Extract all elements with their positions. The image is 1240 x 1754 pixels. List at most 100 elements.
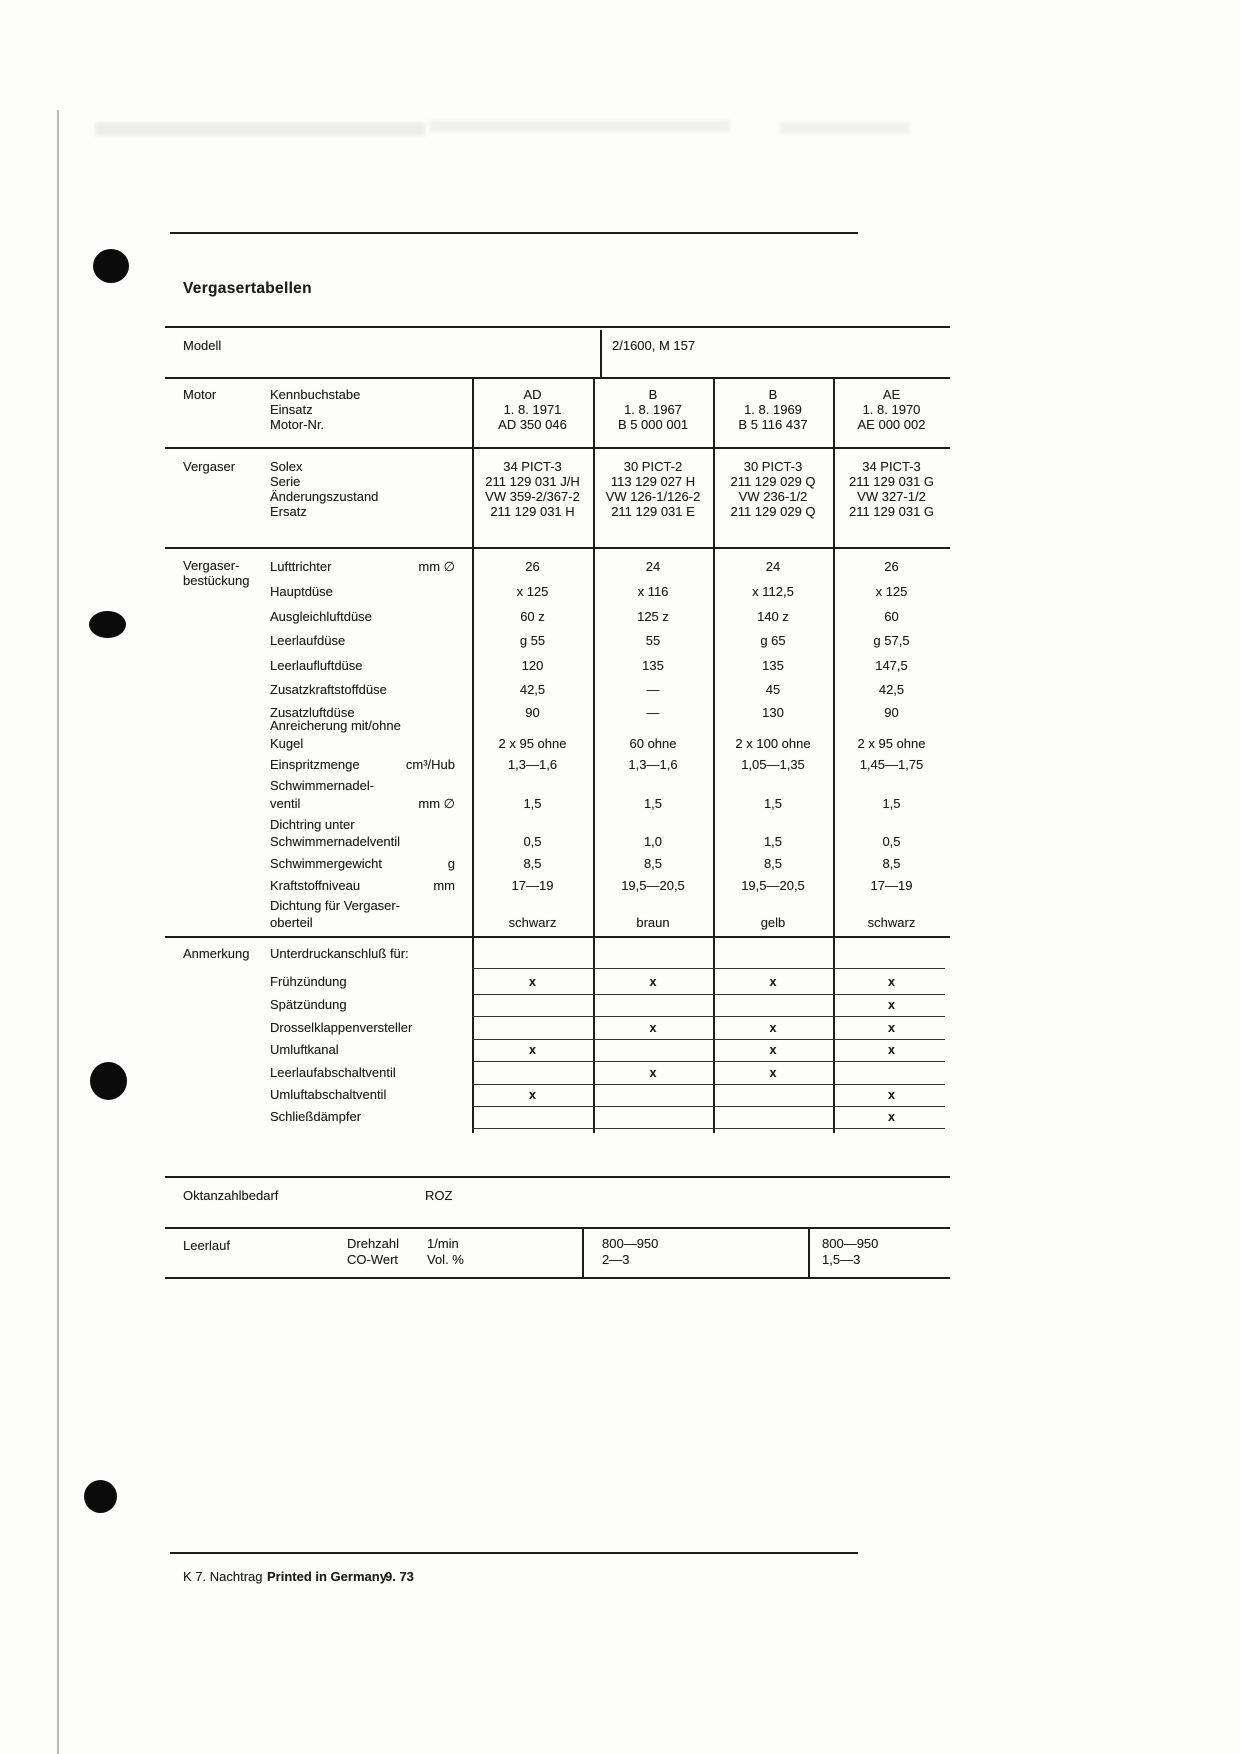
column-divider bbox=[713, 449, 715, 547]
column-divider bbox=[713, 938, 715, 1133]
cell-value: 0,5 bbox=[882, 834, 901, 849]
check-mark: x bbox=[529, 1088, 536, 1102]
cell-value: schwarz bbox=[508, 915, 557, 930]
cell-value: 19,5—20,5 bbox=[741, 878, 805, 893]
vergaser-row-label: Serie bbox=[270, 474, 301, 489]
column-divider bbox=[593, 549, 595, 936]
engine-date: 1. 8. 1971 bbox=[503, 402, 562, 417]
engine-number: B 5 116 437 bbox=[738, 417, 808, 432]
modell-label: Modell bbox=[183, 338, 222, 353]
motor-label: Motor bbox=[183, 387, 217, 402]
oktan-unit: ROZ bbox=[425, 1188, 453, 1203]
vergaser-cell: 30 PICT-3 211 129 029 Q VW 236-1/2 211 1… bbox=[713, 459, 833, 519]
column-divider bbox=[833, 379, 835, 447]
row-label: Zusatzkraftstoffdüse bbox=[270, 682, 387, 697]
cell-value: 45 bbox=[765, 682, 781, 697]
modell-top-rule bbox=[165, 326, 950, 328]
row-unit: mm bbox=[433, 878, 455, 893]
rpm-value: 800—950 bbox=[822, 1236, 879, 1251]
punch-hole bbox=[89, 611, 126, 638]
row-label: Dichtung für Vergaser- bbox=[270, 898, 401, 913]
modell-divider bbox=[600, 330, 602, 377]
carb-serie: 211 129 031 G bbox=[848, 474, 935, 489]
column-divider bbox=[472, 938, 474, 1133]
engine-number: AD 350 046 bbox=[498, 417, 567, 432]
leerlauf-divider bbox=[808, 1229, 810, 1277]
vergaser-row-label: Änderungszustand bbox=[270, 489, 379, 504]
carb-serie: 113 129 027 H bbox=[610, 474, 696, 489]
anmerkung-label: Anmerkung bbox=[183, 946, 250, 961]
row-unit: cm³/Hub bbox=[405, 757, 455, 772]
column-divider bbox=[472, 449, 474, 547]
carb-ersatz: 211 129 031 G bbox=[848, 504, 935, 519]
cell-value: 1,5 bbox=[763, 796, 783, 811]
carb-aenderung: VW 359-2/367-2 bbox=[485, 489, 580, 504]
cell-value: 19,5—20,5 bbox=[621, 878, 685, 893]
cell-value: g 55 bbox=[519, 633, 546, 648]
column-divider bbox=[593, 938, 595, 1133]
motor-cell: B 1. 8. 1969 B 5 116 437 bbox=[713, 387, 833, 432]
row-separator bbox=[472, 994, 945, 995]
row-label: Umluftkanal bbox=[270, 1042, 339, 1057]
cell-value: 2 x 95 ohne bbox=[857, 736, 926, 751]
cell-value: 1,3—1,6 bbox=[628, 757, 678, 772]
cell-value: — bbox=[646, 682, 660, 697]
row-label: Spätzündung bbox=[270, 997, 347, 1012]
row-label: Kraftstoffniveau bbox=[270, 878, 361, 893]
bestueckung-label: Vergaser- bestückung bbox=[183, 558, 250, 588]
vergaser-bottom-rule bbox=[165, 547, 950, 549]
cell-value: gelb bbox=[760, 915, 786, 930]
engine-code: B bbox=[648, 387, 658, 402]
motor-cell: AD 1. 8. 1971 AD 350 046 bbox=[472, 387, 593, 432]
cell-value: 17—19 bbox=[870, 878, 913, 893]
row-separator bbox=[472, 968, 945, 969]
cell-value: 42,5 bbox=[519, 682, 546, 697]
vergaser-cell: 34 PICT-3 211 129 031 G VW 327-1/2 211 1… bbox=[833, 459, 950, 519]
engine-code: B bbox=[768, 387, 778, 402]
punch-hole bbox=[84, 1480, 117, 1513]
co-wert-label: CO-Wert bbox=[347, 1252, 399, 1267]
row-label: Frühzündung bbox=[270, 974, 347, 989]
vergaser-label: Vergaser bbox=[183, 459, 236, 474]
row-unit: mm ∅ bbox=[418, 559, 455, 574]
cell-value: 1,45—1,75 bbox=[859, 757, 924, 772]
cell-value: 120 bbox=[521, 658, 544, 673]
carb-serie: 211 129 029 Q bbox=[730, 474, 816, 489]
motor-row-labels: Kennbuchstabe Einsatz Motor-Nr. bbox=[270, 387, 360, 432]
motor-cell: AE 1. 8. 1970 AE 000 002 bbox=[833, 387, 950, 432]
scan-noise bbox=[430, 120, 730, 132]
oktan-label: Oktanzahlbedarf bbox=[183, 1188, 279, 1203]
engine-number: B 5 000 001 bbox=[617, 417, 689, 432]
check-mark: x bbox=[888, 1110, 895, 1124]
row-label: Einspritzmenge bbox=[270, 757, 360, 772]
engine-code: AE bbox=[882, 387, 901, 402]
cell-value: 130 bbox=[762, 705, 784, 720]
row-label-line2: oberteil bbox=[270, 915, 313, 930]
leerlauf-cell: 800—950 2—3 bbox=[602, 1236, 658, 1268]
footer-date: 9. 73 bbox=[385, 1569, 414, 1584]
carb-ersatz: 211 129 029 Q bbox=[730, 504, 816, 519]
row-label-line2: Schwimmernadelventil bbox=[270, 834, 401, 849]
row-separator bbox=[472, 1084, 945, 1085]
bestueckung-label-line: Vergaser- bbox=[183, 558, 240, 573]
cell-value: 90 bbox=[884, 705, 899, 720]
carb-aenderung: VW 126-1/126-2 bbox=[605, 489, 701, 504]
footer-printed: Printed in Germany bbox=[267, 1569, 387, 1584]
vergaser-cell: 30 PICT-2 113 129 027 H VW 126-1/126-2 2… bbox=[593, 459, 713, 519]
row-label: Umluftabschaltventil bbox=[270, 1087, 387, 1102]
check-mark: x bbox=[529, 1043, 536, 1057]
column-divider bbox=[833, 449, 835, 547]
row-label: Drosselklappenversteller bbox=[270, 1020, 413, 1035]
cell-value: 135 bbox=[642, 658, 664, 673]
row-label: Leerlaufluftdüse bbox=[270, 658, 363, 673]
check-mark: x bbox=[529, 975, 536, 989]
leerlauf-sub-labels: Drehzahl CO-Wert bbox=[347, 1236, 399, 1268]
column-divider bbox=[472, 379, 474, 447]
row-label: Dichtring unter bbox=[270, 817, 355, 832]
row-label: Lufttrichter bbox=[270, 559, 332, 574]
column-divider bbox=[833, 938, 835, 1133]
cell-value: 1,3—1,6 bbox=[507, 757, 558, 772]
cell-value: x 112,5 bbox=[752, 584, 794, 599]
oktan-top-rule bbox=[165, 1176, 950, 1178]
